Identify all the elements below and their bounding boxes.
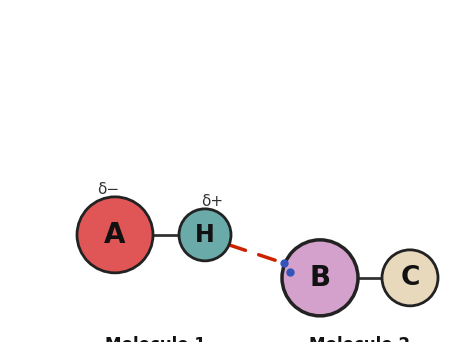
Text: Molecule 2: Molecule 2 — [310, 336, 410, 342]
Text: H: H — [195, 223, 215, 247]
Text: δ+: δ+ — [201, 194, 223, 209]
Circle shape — [77, 197, 153, 273]
Text: Molecule 1: Molecule 1 — [105, 336, 205, 342]
Text: δ−: δ− — [97, 182, 119, 197]
Circle shape — [282, 240, 358, 316]
Circle shape — [382, 250, 438, 306]
Text: A: A — [104, 221, 126, 249]
Text: B: B — [310, 264, 330, 292]
Text: C: C — [401, 265, 419, 291]
Text: Hydrogen Bond: Hydrogen Bond — [91, 13, 383, 47]
Circle shape — [179, 209, 231, 261]
